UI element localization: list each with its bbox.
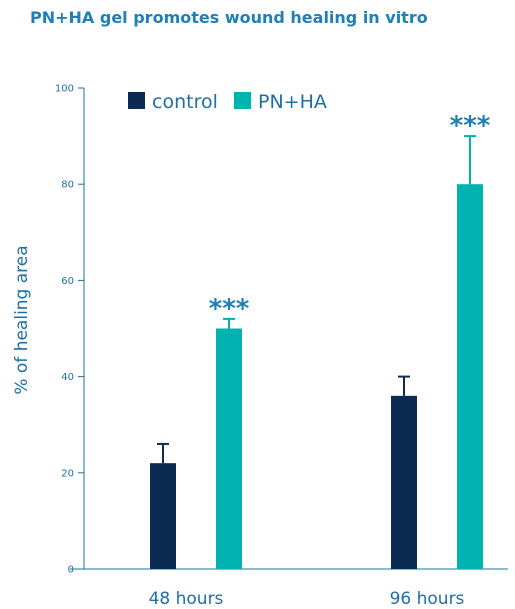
significance-layer: *** *** [209, 111, 491, 324]
y-tick-label: 20 [61, 468, 74, 479]
error-bar [398, 375, 410, 396]
y-tick-label: 60 [61, 276, 74, 287]
legend-label: PN+HA [258, 91, 327, 113]
bar [216, 328, 242, 569]
y-axis-label: % of healing area [12, 245, 32, 394]
x-tick-label: 48 hours [149, 589, 224, 609]
legend-item: control [128, 91, 218, 113]
x-tick-label: 96 hours [390, 589, 465, 609]
error-bar [157, 442, 169, 464]
y-tick-label: 100 [55, 84, 74, 95]
significance-marker: *** [209, 294, 250, 324]
bar [391, 395, 417, 569]
legend-item: PN+HA [234, 91, 327, 113]
error-bar [464, 135, 476, 185]
bar [150, 463, 176, 569]
bar [457, 184, 483, 569]
y-tick-label: 80 [61, 180, 74, 191]
chart-title: PN+HA gel promotes wound healing in vitr… [30, 8, 428, 27]
x-axis-labels: 48 hours 96 hours [149, 589, 465, 609]
chart-axes [70, 88, 508, 570]
y-axis-ticks: 0 20 40 60 80 100 [55, 84, 84, 576]
significance-marker: *** [450, 111, 491, 141]
error-bars-layer [157, 135, 476, 464]
y-tick-label: 0 [68, 565, 74, 576]
bars-layer [150, 184, 483, 569]
error-bar [223, 317, 235, 329]
legend-swatch [128, 92, 145, 109]
legend-label: control [152, 91, 218, 113]
legend: control PN+HA [128, 91, 327, 113]
legend-swatch [234, 92, 251, 109]
y-tick-label: 40 [61, 372, 74, 383]
